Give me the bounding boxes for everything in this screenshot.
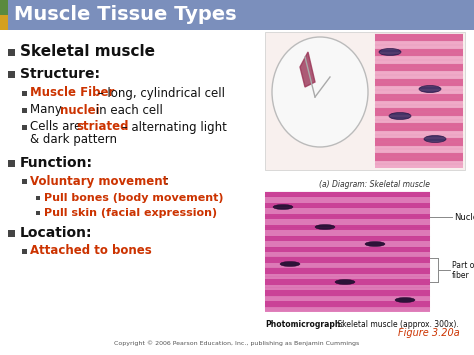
Text: (a) Diagram: Skeletal muscle: (a) Diagram: Skeletal muscle	[319, 180, 430, 189]
Text: fiber: fiber	[452, 272, 470, 280]
Bar	[375, 101, 463, 108]
Bar	[265, 296, 430, 301]
Bar	[265, 290, 430, 296]
Bar	[265, 246, 430, 252]
Bar	[265, 274, 430, 279]
Bar	[375, 42, 463, 49]
Bar	[265, 208, 430, 214]
Bar	[265, 279, 430, 285]
Bar	[8, 159, 15, 166]
Ellipse shape	[315, 224, 335, 229]
Text: Photomicrograph:: Photomicrograph:	[265, 320, 344, 329]
Bar	[375, 94, 463, 101]
Bar	[375, 71, 463, 79]
Bar	[265, 230, 430, 236]
Text: Muscle Fiber: Muscle Fiber	[30, 87, 114, 99]
Ellipse shape	[379, 49, 401, 55]
Bar	[22, 179, 27, 184]
Bar	[375, 138, 463, 146]
Bar	[265, 307, 430, 312]
Ellipse shape	[365, 241, 385, 246]
Bar	[0, 15, 8, 30]
Bar	[265, 241, 430, 246]
Text: Location:: Location:	[20, 226, 92, 240]
Text: Cells are: Cells are	[30, 120, 85, 133]
Text: nuclei: nuclei	[60, 104, 100, 116]
Bar	[375, 86, 463, 94]
Bar	[22, 91, 27, 95]
Bar	[265, 214, 430, 219]
Text: Skeletal muscle: Skeletal muscle	[20, 44, 155, 60]
Bar	[265, 301, 430, 307]
Ellipse shape	[280, 262, 300, 267]
Bar	[265, 225, 430, 230]
Polygon shape	[300, 52, 315, 87]
Bar	[265, 285, 430, 290]
Text: Part of muscle: Part of muscle	[452, 262, 474, 271]
Bar	[265, 236, 430, 241]
Text: Copyright © 2006 Pearson Education, Inc., publishing as Benjamin Cummings: Copyright © 2006 Pearson Education, Inc.…	[114, 340, 360, 346]
Ellipse shape	[419, 86, 441, 93]
Bar	[375, 160, 463, 168]
Bar	[0, 0, 474, 30]
Text: Nuclei: Nuclei	[454, 213, 474, 222]
Bar	[375, 123, 463, 131]
Bar	[375, 64, 463, 71]
Ellipse shape	[273, 204, 293, 209]
Ellipse shape	[424, 136, 446, 142]
Text: Structure:: Structure:	[20, 67, 100, 81]
Bar	[375, 153, 463, 160]
Bar	[8, 71, 15, 77]
Bar	[375, 108, 463, 116]
Bar	[265, 32, 465, 170]
Ellipse shape	[335, 279, 355, 284]
Text: striated: striated	[76, 120, 128, 133]
Bar	[8, 229, 15, 236]
Text: – alternating light: – alternating light	[118, 120, 227, 133]
Bar	[265, 197, 430, 203]
Text: Function:: Function:	[20, 156, 93, 170]
Bar	[265, 219, 430, 225]
Text: Attached to bones: Attached to bones	[30, 245, 152, 257]
Bar	[265, 268, 430, 274]
Ellipse shape	[395, 297, 415, 302]
Text: in each cell: in each cell	[92, 104, 163, 116]
Bar	[22, 108, 27, 113]
Bar	[0, 0, 8, 15]
Bar	[22, 125, 27, 130]
Bar	[22, 248, 27, 253]
Text: Skeletal muscle (approx. 300x).: Skeletal muscle (approx. 300x).	[335, 320, 459, 329]
Bar	[375, 146, 463, 153]
Ellipse shape	[389, 113, 411, 120]
Text: Many: Many	[30, 104, 65, 116]
Bar	[375, 131, 463, 138]
Bar	[375, 79, 463, 86]
Bar	[8, 49, 15, 55]
Bar	[265, 252, 430, 257]
Bar	[375, 34, 463, 42]
Text: :: :	[165, 175, 169, 187]
Text: Muscle Tissue Types: Muscle Tissue Types	[14, 5, 237, 24]
Text: – long, cylindrical cell: – long, cylindrical cell	[94, 87, 225, 99]
Bar	[265, 257, 430, 263]
Bar	[265, 203, 430, 208]
Ellipse shape	[272, 37, 368, 147]
Text: Pull skin (facial expression): Pull skin (facial expression)	[44, 208, 217, 218]
Bar	[36, 196, 40, 200]
Text: Voluntary movement: Voluntary movement	[30, 175, 168, 187]
Text: Pull bones (body movement): Pull bones (body movement)	[44, 193, 224, 203]
Bar	[375, 49, 463, 56]
Bar	[375, 56, 463, 64]
Text: Figure 3.20a: Figure 3.20a	[398, 328, 460, 338]
Text: & dark pattern: & dark pattern	[30, 133, 117, 147]
Bar	[265, 192, 430, 197]
Bar	[265, 263, 430, 268]
Bar	[375, 116, 463, 123]
Bar	[36, 211, 40, 215]
